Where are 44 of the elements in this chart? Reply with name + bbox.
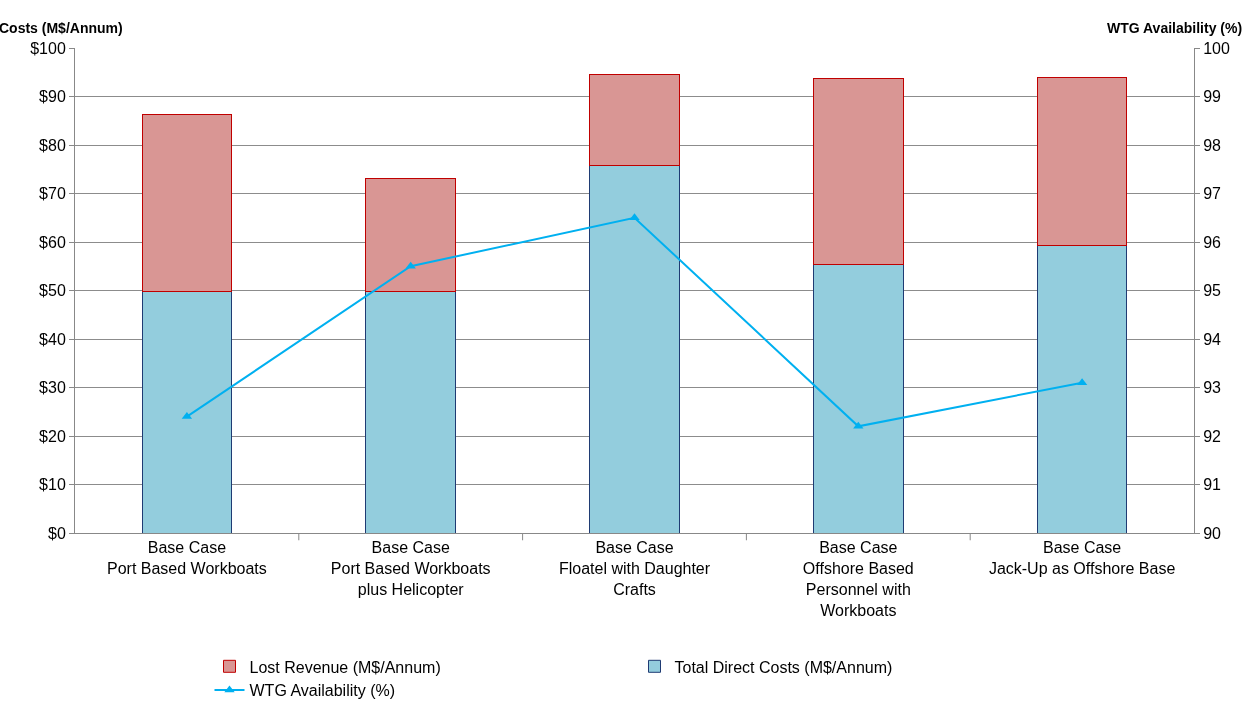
y-tick-label: $20	[39, 427, 66, 445]
legend-label: Lost Revenue (M$/Annum)	[249, 658, 441, 676]
y-tick-label: $70	[39, 185, 66, 203]
y2-tick-label: 93	[1203, 379, 1222, 397]
y-axis-title: Costs (M$/Annum)	[0, 20, 123, 36]
y-tick-label: $80	[39, 136, 66, 154]
y-tick-label: $30	[39, 379, 66, 397]
point	[853, 421, 864, 429]
y2-tick-label: 97	[1203, 185, 1222, 203]
y2-tick-label: 99	[1203, 88, 1222, 106]
bar	[1036, 244, 1128, 533]
y2-tick-label: 95	[1203, 282, 1222, 300]
bar	[589, 73, 680, 166]
legend-label: WTG Availability (%)	[249, 682, 396, 700]
y2-tick-label: 91	[1203, 476, 1222, 494]
y-tick-label: $60	[39, 233, 66, 251]
x-tick-label: Base Case Floatel with Daughter Crafts	[558, 539, 711, 598]
x-tick-label: Base Case Port Based Workboats plus Helicopter	[330, 539, 491, 598]
bar	[1036, 76, 1128, 246]
bar	[813, 78, 904, 265]
bar	[141, 291, 233, 533]
y2-tick-label: 100	[1203, 39, 1230, 57]
legend-label: Total Direct Costs (M$/Annum)	[674, 658, 893, 676]
bar	[813, 263, 904, 533]
bar	[589, 164, 680, 533]
bar	[365, 290, 456, 533]
y2-tick-label: 90	[1203, 524, 1222, 542]
y-tick-label: $0	[48, 524, 66, 542]
y2-axis-title: WTG Availability (%)	[1107, 20, 1243, 36]
y2-tick-label: 94	[1203, 330, 1222, 348]
x-tick-label: Base Case Port Based Workboats	[107, 539, 267, 577]
bar	[365, 178, 456, 292]
point	[405, 261, 416, 269]
y2-tick-label: 96	[1203, 233, 1222, 251]
y2-tick-label: 92	[1203, 427, 1222, 445]
y-tick-label: $90	[39, 88, 66, 106]
y-tick-label: $50	[39, 282, 66, 300]
x-tick-label: Base Case Jack-Up as Offshore Base	[988, 539, 1176, 577]
x-tick-label: Base Case Offshore Based Personnel with Workboats	[802, 539, 914, 619]
y-tick-label: $40	[39, 330, 66, 348]
bar	[141, 113, 233, 293]
y2-tick-label: 98	[1203, 136, 1222, 154]
y-tick-label: $10	[39, 476, 66, 494]
y-tick-label: $100	[30, 39, 66, 57]
